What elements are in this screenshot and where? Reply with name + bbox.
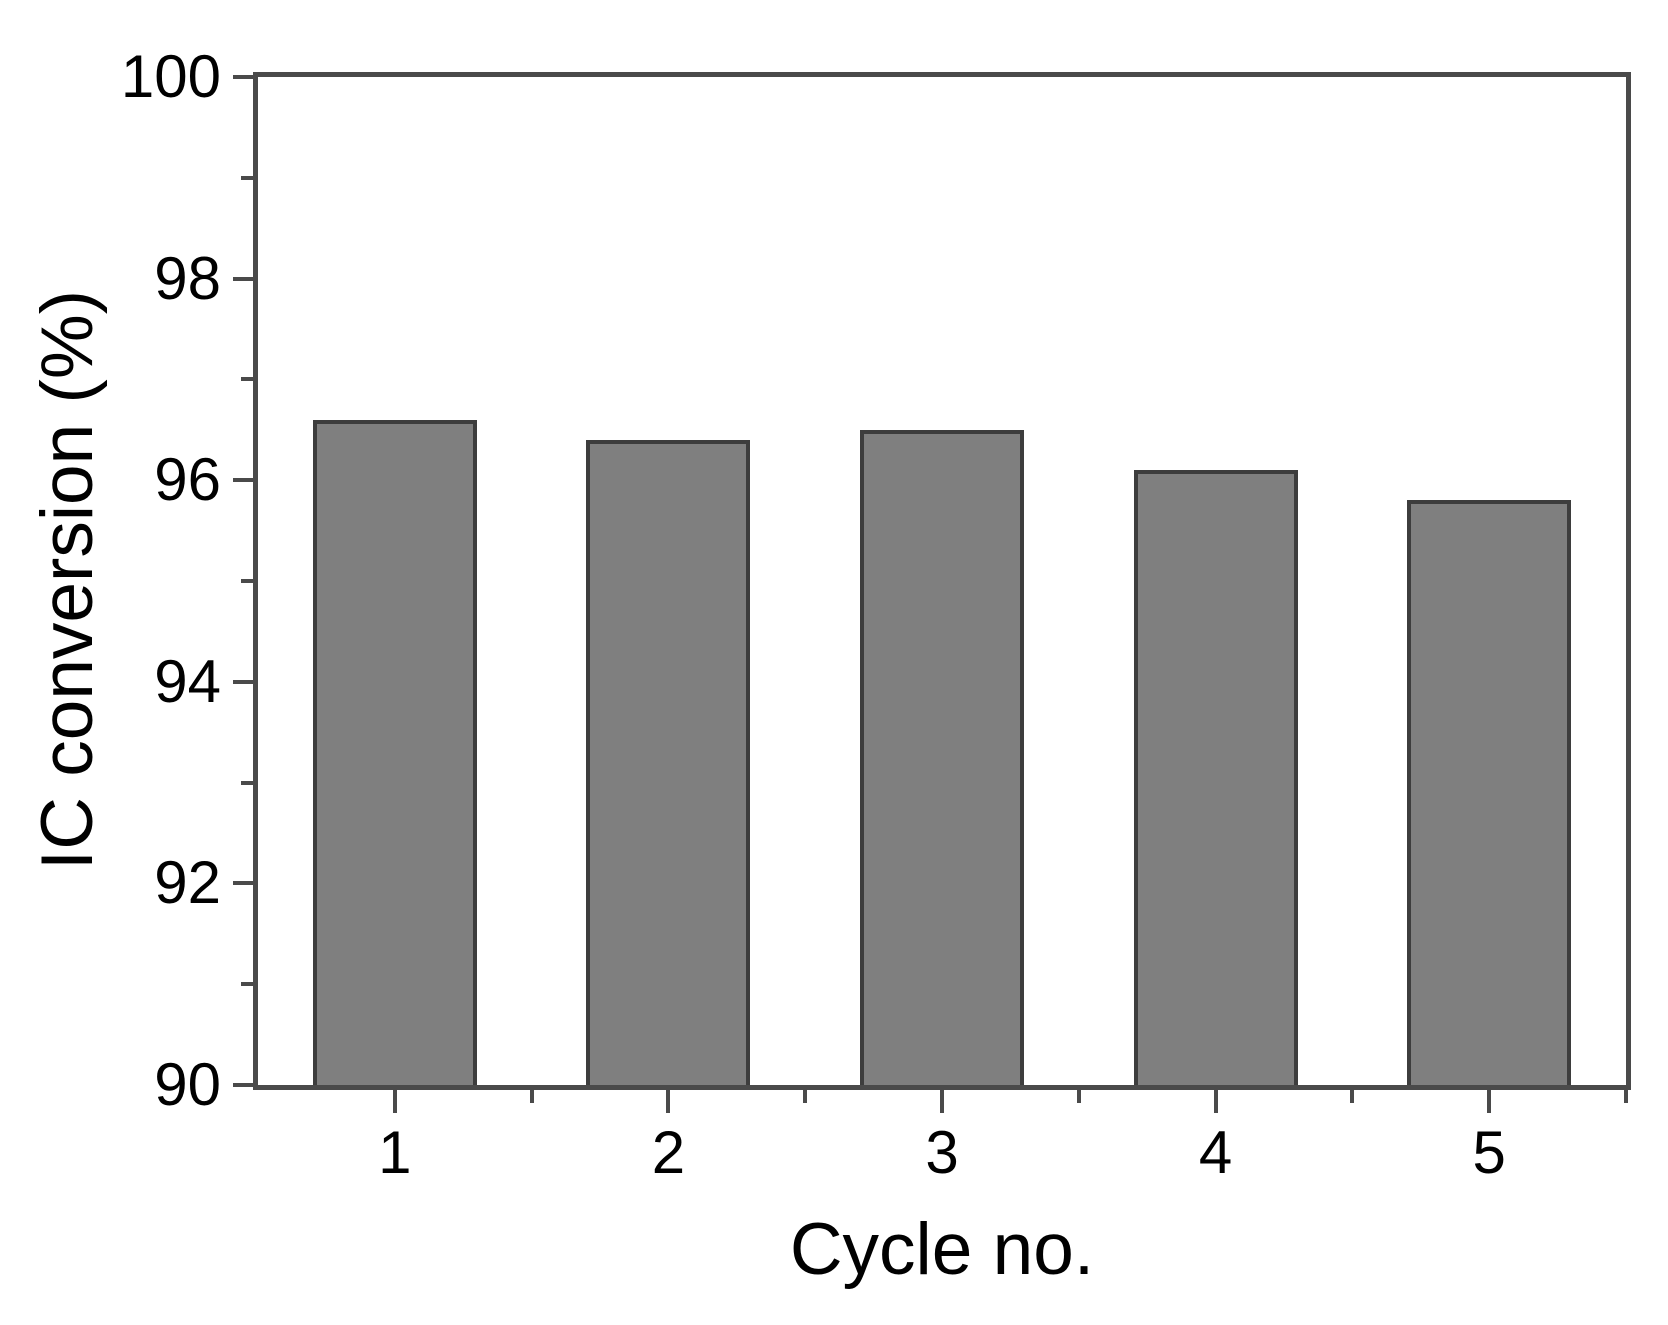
bar xyxy=(1407,500,1572,1085)
y-tick-label: 96 xyxy=(154,446,221,514)
y-tick-label: 94 xyxy=(154,647,221,715)
x-minor-tick xyxy=(1076,1090,1081,1103)
y-minor-tick xyxy=(241,982,253,987)
x-major-tick xyxy=(1213,1090,1218,1113)
x-tick-label: 1 xyxy=(378,1119,412,1186)
y-major-tick xyxy=(233,276,253,281)
y-major-tick xyxy=(233,881,253,886)
bar xyxy=(312,419,477,1085)
y-major-tick xyxy=(233,75,253,79)
y-major-tick xyxy=(233,679,253,684)
x-tick-label: 3 xyxy=(925,1119,959,1186)
x-major-tick xyxy=(666,1090,671,1113)
x-minor-tick xyxy=(803,1090,808,1103)
y-minor-tick xyxy=(241,377,253,382)
y-tick-label: 98 xyxy=(154,244,221,312)
y-tick-label: 92 xyxy=(154,849,221,917)
x-axis-label: Cycle no. xyxy=(789,1209,1095,1290)
y-major-tick xyxy=(233,1083,253,1087)
x-minor-tick xyxy=(1350,1090,1355,1103)
y-minor-tick xyxy=(241,579,253,583)
bar xyxy=(860,429,1024,1085)
x-minor-tick xyxy=(529,1090,534,1103)
x-minor-tick xyxy=(1624,1090,1628,1103)
bar xyxy=(1133,470,1298,1085)
plot-area: Cycle no. 100 98 96 94 92 90 1 2 3 4 5 xyxy=(121,47,1631,1290)
x-major-tick xyxy=(940,1090,944,1113)
x-major-tick xyxy=(392,1090,397,1113)
bar xyxy=(586,439,751,1085)
x-tick-label: 4 xyxy=(1198,1119,1233,1186)
y-minor-tick xyxy=(241,780,253,785)
y-tick-label: 100 xyxy=(120,43,221,110)
y-tick-label: 90 xyxy=(154,1051,221,1118)
x-tick-label: 2 xyxy=(651,1119,686,1186)
y-minor-tick xyxy=(241,175,253,180)
x-major-tick xyxy=(1487,1090,1492,1113)
x-tick-label: 5 xyxy=(1472,1119,1506,1186)
y-major-tick xyxy=(233,478,253,483)
